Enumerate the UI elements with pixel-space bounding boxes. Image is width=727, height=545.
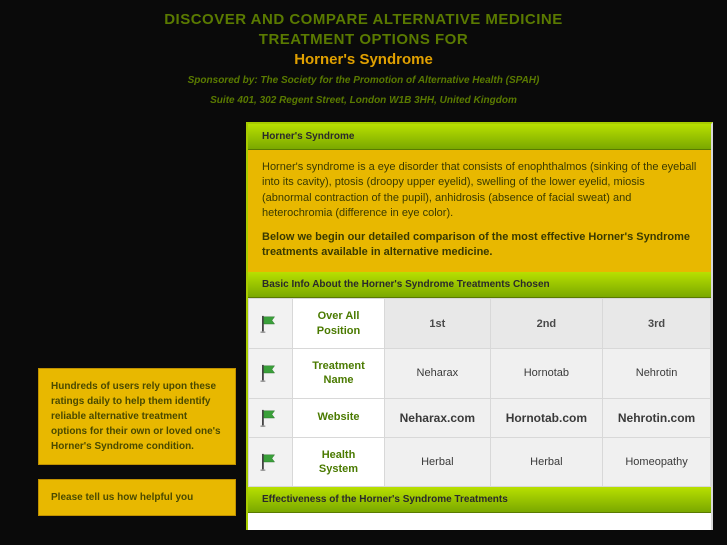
data-cell: Homeopathy [603, 437, 711, 487]
sidebar-ratings-note: Hundreds of users rely upon these rating… [38, 368, 236, 465]
sponsor-line2: Suite 401, 302 Regent Street, London W1B… [20, 94, 707, 108]
header-title-line1: DISCOVER AND COMPARE ALTERNATIVE MEDICIN… [20, 10, 707, 30]
table-row: WebsiteNeharax.comHornotab.comNehrotin.c… [249, 398, 711, 437]
data-cell[interactable]: Hornotab.com [490, 398, 602, 437]
condition-band: Horner's Syndrome [248, 124, 711, 150]
row-label: Over All Position [293, 299, 385, 349]
data-cell: Nehrotin [603, 348, 711, 398]
sidebar-feedback-note: Please tell us how helpful you [38, 479, 236, 516]
data-cell[interactable]: Nehrotin.com [603, 398, 711, 437]
sponsor-line1: Sponsored by: The Society for the Promot… [20, 74, 707, 88]
rank-cell: 2nd [490, 299, 602, 349]
data-cell: Herbal [490, 437, 602, 487]
flag-icon[interactable] [249, 398, 293, 437]
row-label: Health System [293, 437, 385, 487]
table-row: Over All Position1st2nd3rd [249, 299, 711, 349]
condition-description: Horner's syndrome is a eye disorder that… [262, 160, 697, 222]
comparison-lead: Below we begin our detailed comparison o… [262, 230, 697, 261]
main-layout: Hundreds of users rely upon these rating… [0, 116, 727, 530]
content-panel: Horner's Syndrome Horner's syndrome is a… [246, 122, 713, 530]
data-cell: Neharax [385, 348, 491, 398]
effectiveness-band: Effectiveness of the Horner's Syndrome T… [248, 487, 711, 513]
description-band: Horner's syndrome is a eye disorder that… [248, 150, 711, 272]
treatments-table: Over All Position1st2nd3rd Treatment Nam… [248, 298, 711, 487]
flag-icon[interactable] [249, 437, 293, 487]
table-row: Treatment NameNeharaxHornotabNehrotin [249, 348, 711, 398]
treatments-table-body: Over All Position1st2nd3rd Treatment Nam… [249, 299, 711, 487]
row-label: Website [293, 398, 385, 437]
basic-info-band: Basic Info About the Horner's Syndrome T… [248, 272, 711, 298]
table-row: Health SystemHerbalHerbalHomeopathy [249, 437, 711, 487]
header-subtitle: Horner's Syndrome [20, 51, 707, 68]
page-header: DISCOVER AND COMPARE ALTERNATIVE MEDICIN… [0, 0, 727, 116]
flag-icon[interactable] [249, 299, 293, 349]
header-title-line2: TREATMENT OPTIONS FOR [20, 30, 707, 50]
rank-cell: 1st [385, 299, 491, 349]
rank-cell: 3rd [603, 299, 711, 349]
sidebar: Hundreds of users rely upon these rating… [38, 122, 236, 530]
data-cell: Herbal [385, 437, 491, 487]
data-cell[interactable]: Neharax.com [385, 398, 491, 437]
flag-icon[interactable] [249, 348, 293, 398]
row-label: Treatment Name [293, 348, 385, 398]
data-cell: Hornotab [490, 348, 602, 398]
